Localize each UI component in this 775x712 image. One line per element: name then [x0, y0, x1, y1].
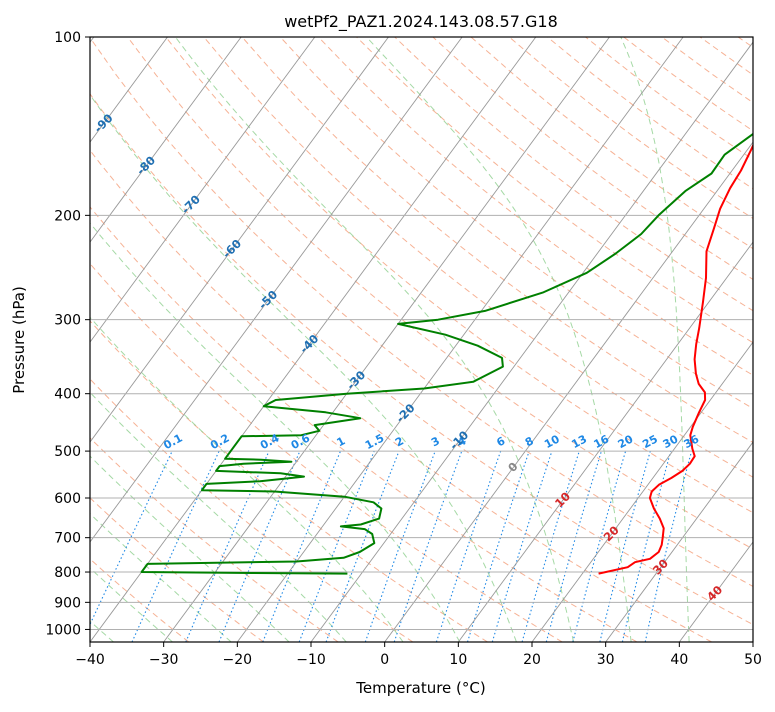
y-tick-label: 600 — [54, 491, 81, 507]
y-tick-label: 200 — [54, 208, 81, 224]
y-tick-label: 800 — [54, 565, 81, 581]
y-tick-label: 700 — [54, 531, 81, 547]
x-tick-label: 20 — [523, 652, 541, 668]
y-tick-label: 900 — [54, 595, 81, 611]
y-tick-label: 400 — [54, 387, 81, 403]
y-tick-label: 500 — [54, 444, 81, 460]
x-tick-label: −30 — [149, 652, 179, 668]
y-tick-label: 300 — [54, 313, 81, 329]
x-tick-label: 10 — [449, 652, 467, 668]
x-tick-label: 0 — [380, 652, 389, 668]
x-tick-label: 50 — [744, 652, 762, 668]
chart-title: wetPf2_PAZ1.2024.143.08.57.G18 — [284, 12, 558, 32]
x-tick-label: −20 — [223, 652, 253, 668]
x-tick-label: 40 — [670, 652, 688, 668]
x-tick-label: −40 — [75, 652, 105, 668]
x-tick-label: 30 — [597, 652, 615, 668]
y-axis-label: Pressure (hPa) — [10, 286, 28, 394]
x-axis-label: Temperature (°C) — [355, 679, 485, 697]
y-tick-label: 1000 — [45, 622, 81, 638]
y-tick-label: 100 — [54, 30, 81, 46]
x-tick-label: −10 — [296, 652, 326, 668]
